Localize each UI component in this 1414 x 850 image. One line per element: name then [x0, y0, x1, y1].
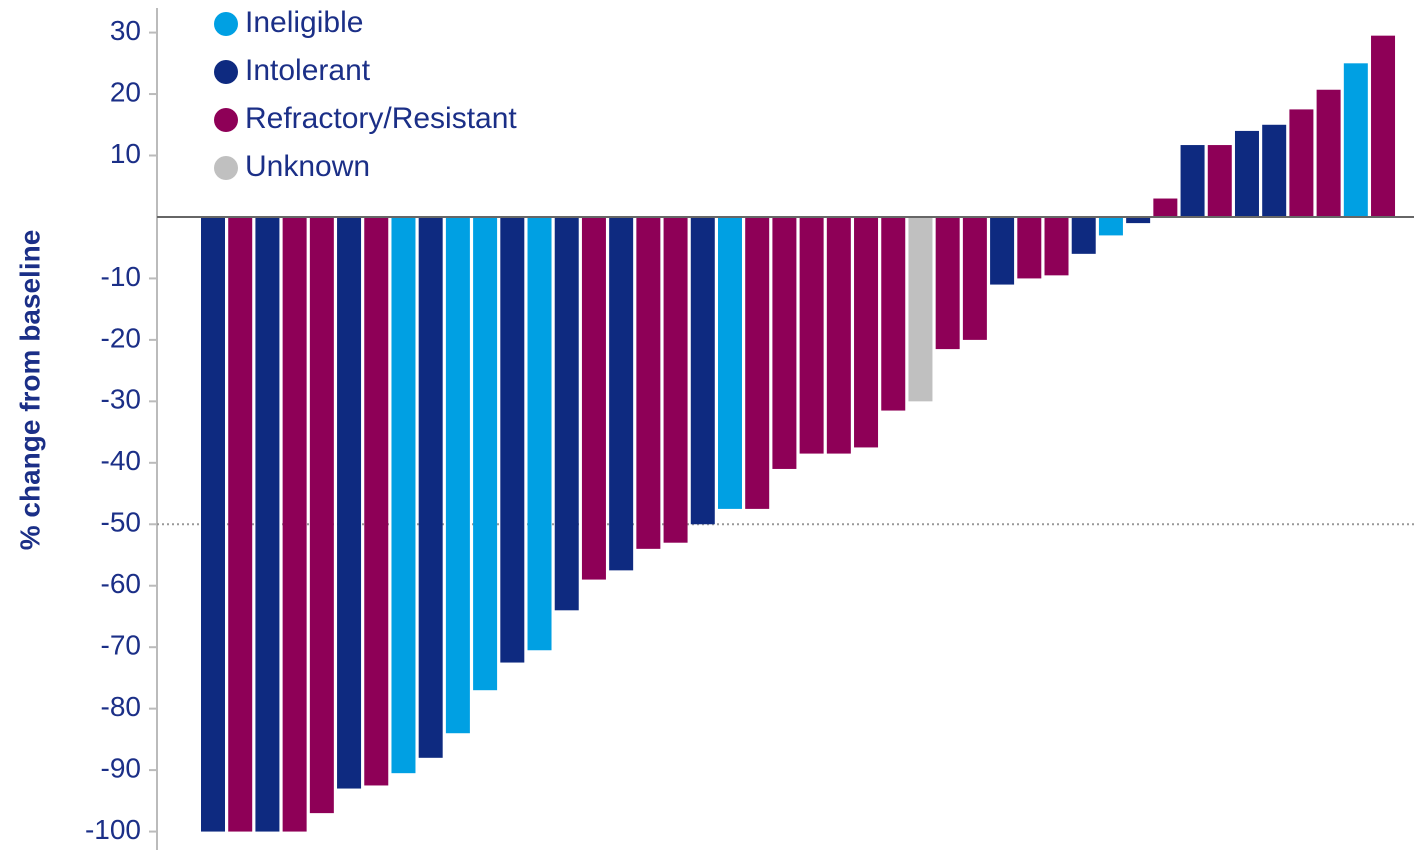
y-tick-label: -30 [101, 384, 141, 415]
bar [1098, 216, 1123, 236]
legend-label: Ineligible [245, 6, 363, 39]
y-tick-label: -60 [101, 568, 141, 599]
bar [445, 216, 470, 734]
bar [391, 216, 416, 774]
bar [990, 216, 1015, 285]
bar [935, 216, 960, 350]
bar [581, 216, 606, 580]
bar [772, 216, 797, 469]
y-tick-label: -20 [101, 322, 141, 353]
bar [1044, 216, 1069, 276]
y-axis-label: % change from baseline [14, 230, 45, 551]
bar [881, 216, 906, 411]
bar [418, 216, 443, 758]
bar [1371, 35, 1396, 217]
bar [636, 216, 661, 549]
y-tick-label: -80 [101, 691, 141, 722]
bar [1207, 145, 1232, 217]
legend-marker [214, 108, 238, 132]
y-tick-label: 10 [110, 138, 141, 169]
bar [908, 216, 933, 402]
bar [554, 216, 579, 611]
bar [1017, 216, 1042, 279]
bar [826, 216, 851, 454]
bar [255, 216, 280, 832]
bar [609, 216, 634, 571]
bar [309, 216, 334, 814]
bar [527, 216, 552, 651]
bar [337, 216, 362, 789]
bar [282, 216, 307, 832]
y-tick-label: 20 [110, 76, 141, 107]
bar [745, 216, 770, 509]
bar [1153, 198, 1178, 217]
bar [364, 216, 389, 786]
bar [500, 216, 525, 663]
bar [799, 216, 824, 454]
bar [1071, 216, 1096, 254]
y-tick-label: -90 [101, 752, 141, 783]
legend-label: Intolerant [245, 54, 371, 87]
bar [962, 216, 987, 340]
legend-label: Unknown [245, 150, 370, 183]
legend-marker [214, 60, 238, 84]
bar [473, 216, 498, 691]
bar [1180, 145, 1205, 217]
y-tick-label: -40 [101, 445, 141, 476]
bar [854, 216, 879, 448]
y-tick-label: -100 [85, 814, 141, 845]
bar [1289, 109, 1314, 217]
bar [1234, 130, 1259, 217]
bar [1343, 63, 1368, 217]
legend-marker [214, 156, 238, 180]
legend-marker [214, 12, 238, 36]
bar [717, 216, 742, 509]
legend-label: Refractory/Resistant [245, 102, 517, 135]
bar [201, 216, 225, 832]
bar [1316, 89, 1341, 217]
y-tick-label: -70 [101, 630, 141, 661]
bar [1262, 124, 1287, 217]
bar [690, 216, 715, 525]
y-tick-label: 30 [110, 15, 141, 46]
y-tick-label: -50 [101, 507, 141, 538]
bar [663, 216, 688, 543]
bar [228, 216, 253, 832]
y-tick-label: -10 [101, 261, 141, 292]
bar [1126, 216, 1151, 224]
